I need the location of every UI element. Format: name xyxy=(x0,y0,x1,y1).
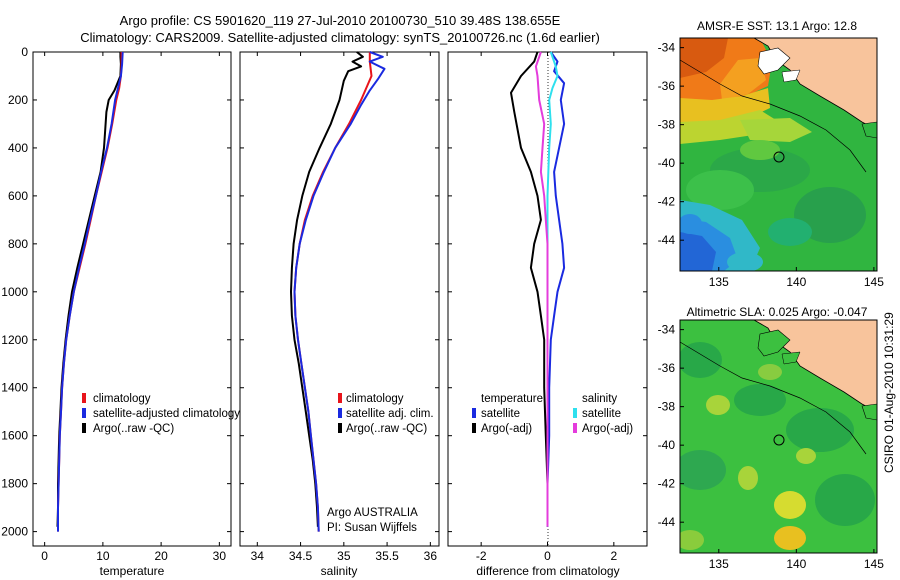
map-y-tick-label: -40 xyxy=(658,438,676,452)
y-tick-label: 1200 xyxy=(1,333,28,347)
x-tick-label: 0 xyxy=(544,549,551,563)
map-y-tick-label: -36 xyxy=(658,79,676,93)
argo-position-marker xyxy=(773,434,785,446)
sla-map-image xyxy=(680,320,877,553)
map-y-tick-label: -38 xyxy=(658,400,676,414)
series-line-satellite-adj-clim xyxy=(293,51,386,532)
figure-title-line1: Argo profile: CS 5901620_119 27-Jul-2010… xyxy=(120,13,561,28)
legend-label-argo: Argo(..raw -QC) xyxy=(346,423,427,435)
map-y-tick-label: -34 xyxy=(658,323,676,337)
y-tick-label: 200 xyxy=(8,93,28,107)
temperature-legend: climatology satellite-adjusted climatolo… xyxy=(82,393,240,435)
legend-title-temperature: temperature xyxy=(481,393,543,405)
sla-map-title: Altimetric SLA: 0.025 Argo: -0.047 xyxy=(687,305,868,319)
legend-swatch-temp-satellite xyxy=(472,408,476,418)
legend-label-climatology: climatology xyxy=(346,393,404,405)
map-y-tick-label: -38 xyxy=(658,118,676,132)
map-x-tick-label: 135 xyxy=(709,275,729,289)
y-tick-label: 0 xyxy=(21,45,28,59)
x-tick-label: 0 xyxy=(41,549,48,563)
map-y-tick-label: -36 xyxy=(658,361,676,375)
x-tick-label: 10 xyxy=(96,549,110,563)
x-tick-label: 2 xyxy=(610,549,617,563)
salinity-xlabel: salinity xyxy=(321,564,358,578)
series-line-argo-raw-qc xyxy=(290,51,364,527)
legend-swatch-climatology xyxy=(82,393,86,403)
series-line-salinity-argo-adj xyxy=(534,51,549,527)
legend-swatch-sal-argo xyxy=(573,423,577,433)
legend-swatch-satellite-adj xyxy=(338,408,342,418)
legend-label-satellite-adjusted: satellite-adjusted climatology xyxy=(93,408,240,420)
map-y-tick-label: -42 xyxy=(658,477,676,491)
difference-panel: -2 0 2 difference from climatology tempera… xyxy=(447,51,648,578)
x-tick-label: 20 xyxy=(154,549,168,563)
legend-label-temp-satellite: satellite xyxy=(481,408,520,420)
annotation-pi: PI: Susan Wijffels xyxy=(327,522,417,534)
y-tick-label: 1800 xyxy=(1,477,28,491)
legend-swatch-sal-satellite xyxy=(573,408,577,418)
series-line-satellite-adjusted-climatology xyxy=(57,51,124,532)
temperature-axes-frame xyxy=(32,51,232,547)
y-tick-label: 1400 xyxy=(1,381,28,395)
y-tick-label: 400 xyxy=(8,141,28,155)
y-tick-label: 2000 xyxy=(1,525,28,539)
salinity-legend: climatology satellite adj. clim. Argo(..… xyxy=(338,393,434,435)
legend-swatch-argo xyxy=(82,423,86,433)
sst-map-panel: AMSR-E SST: 13.1 Argo: 12.8 xyxy=(658,19,885,289)
legend-swatch-argo xyxy=(338,423,342,433)
legend-label-climatology: climatology xyxy=(93,393,151,405)
map-y-tick-label: -40 xyxy=(658,156,676,170)
map-y-tick-label: -34 xyxy=(658,41,676,55)
sla-map-panel: Altimetric SLA: 0.025 Argo: -0.047 135 14… xyxy=(658,305,885,571)
annotation-argo-australia: Argo AUSTRALIA xyxy=(327,507,418,519)
argo-position-marker xyxy=(773,151,785,163)
map-x-tick-label: 140 xyxy=(786,275,806,289)
map-x-tick-label: 135 xyxy=(709,557,729,571)
figure-title-line2: Climatology: CARS2009. Satellite-adjuste… xyxy=(80,30,600,45)
series-line-temperature-satellite xyxy=(546,51,566,527)
map-y-tick-label: -42 xyxy=(658,195,676,209)
map-x-tick-label: 140 xyxy=(786,557,806,571)
map-x-tick-label: 145 xyxy=(864,557,884,571)
sst-map-title: AMSR-E SST: 13.1 Argo: 12.8 xyxy=(697,19,857,33)
x-tick-label: -2 xyxy=(476,549,487,563)
legend-swatch-satellite-adjusted xyxy=(82,408,86,418)
x-tick-label: 35.5 xyxy=(375,549,399,563)
temperature-xlabel: temperature xyxy=(100,564,165,578)
y-tick-label: 600 xyxy=(8,189,28,203)
x-tick-label: 36 xyxy=(424,549,438,563)
series-line-temperature-argo-adj xyxy=(510,51,549,527)
salinity-axes-frame xyxy=(239,51,440,547)
legend-title-salinity: salinity xyxy=(582,393,617,405)
map-y-tick-label: -44 xyxy=(658,233,676,247)
y-tick-label: 800 xyxy=(8,237,28,251)
x-tick-label: 34 xyxy=(251,549,265,563)
sst-map-image xyxy=(680,38,877,271)
sst-map-frame xyxy=(679,37,878,272)
map-x-tick-label: 145 xyxy=(864,275,884,289)
y-tick-label: 1000 xyxy=(1,285,28,299)
x-tick-label: 35 xyxy=(337,549,351,563)
y-tick-label: 1600 xyxy=(1,429,28,443)
legend-label-sal-satellite: satellite xyxy=(582,408,621,420)
legend-swatch-temp-argo xyxy=(472,423,476,433)
legend-label-argo: Argo(..raw -QC) xyxy=(93,423,174,435)
difference-legend: temperature satellite Argo(-adj) salinit… xyxy=(472,393,633,435)
x-tick-label: 34.5 xyxy=(289,549,313,563)
temperature-panel: 0 10 20 30 0 200 400 600 800 1000 1200 1400 1600 1800… xyxy=(1,45,240,578)
sla-map-frame xyxy=(679,319,878,554)
legend-label-satellite-adj: satellite adj. clim. xyxy=(346,408,434,420)
credit-timestamp: CSIRO 01-Aug-2010 10:31:29 xyxy=(882,312,896,473)
salinity-panel: 34 34.5 35 35.5 36 salinity climatology sate… xyxy=(239,51,440,578)
map-y-tick-label: -44 xyxy=(658,515,676,529)
x-tick-label: 30 xyxy=(213,549,227,563)
difference-xlabel: difference from climatology xyxy=(476,564,619,578)
legend-label-sal-argo: Argo(-adj) xyxy=(582,423,633,435)
series-line-climatology xyxy=(293,52,373,532)
legend-swatch-climatology xyxy=(338,393,342,403)
legend-label-temp-argo: Argo(-adj) xyxy=(481,423,532,435)
